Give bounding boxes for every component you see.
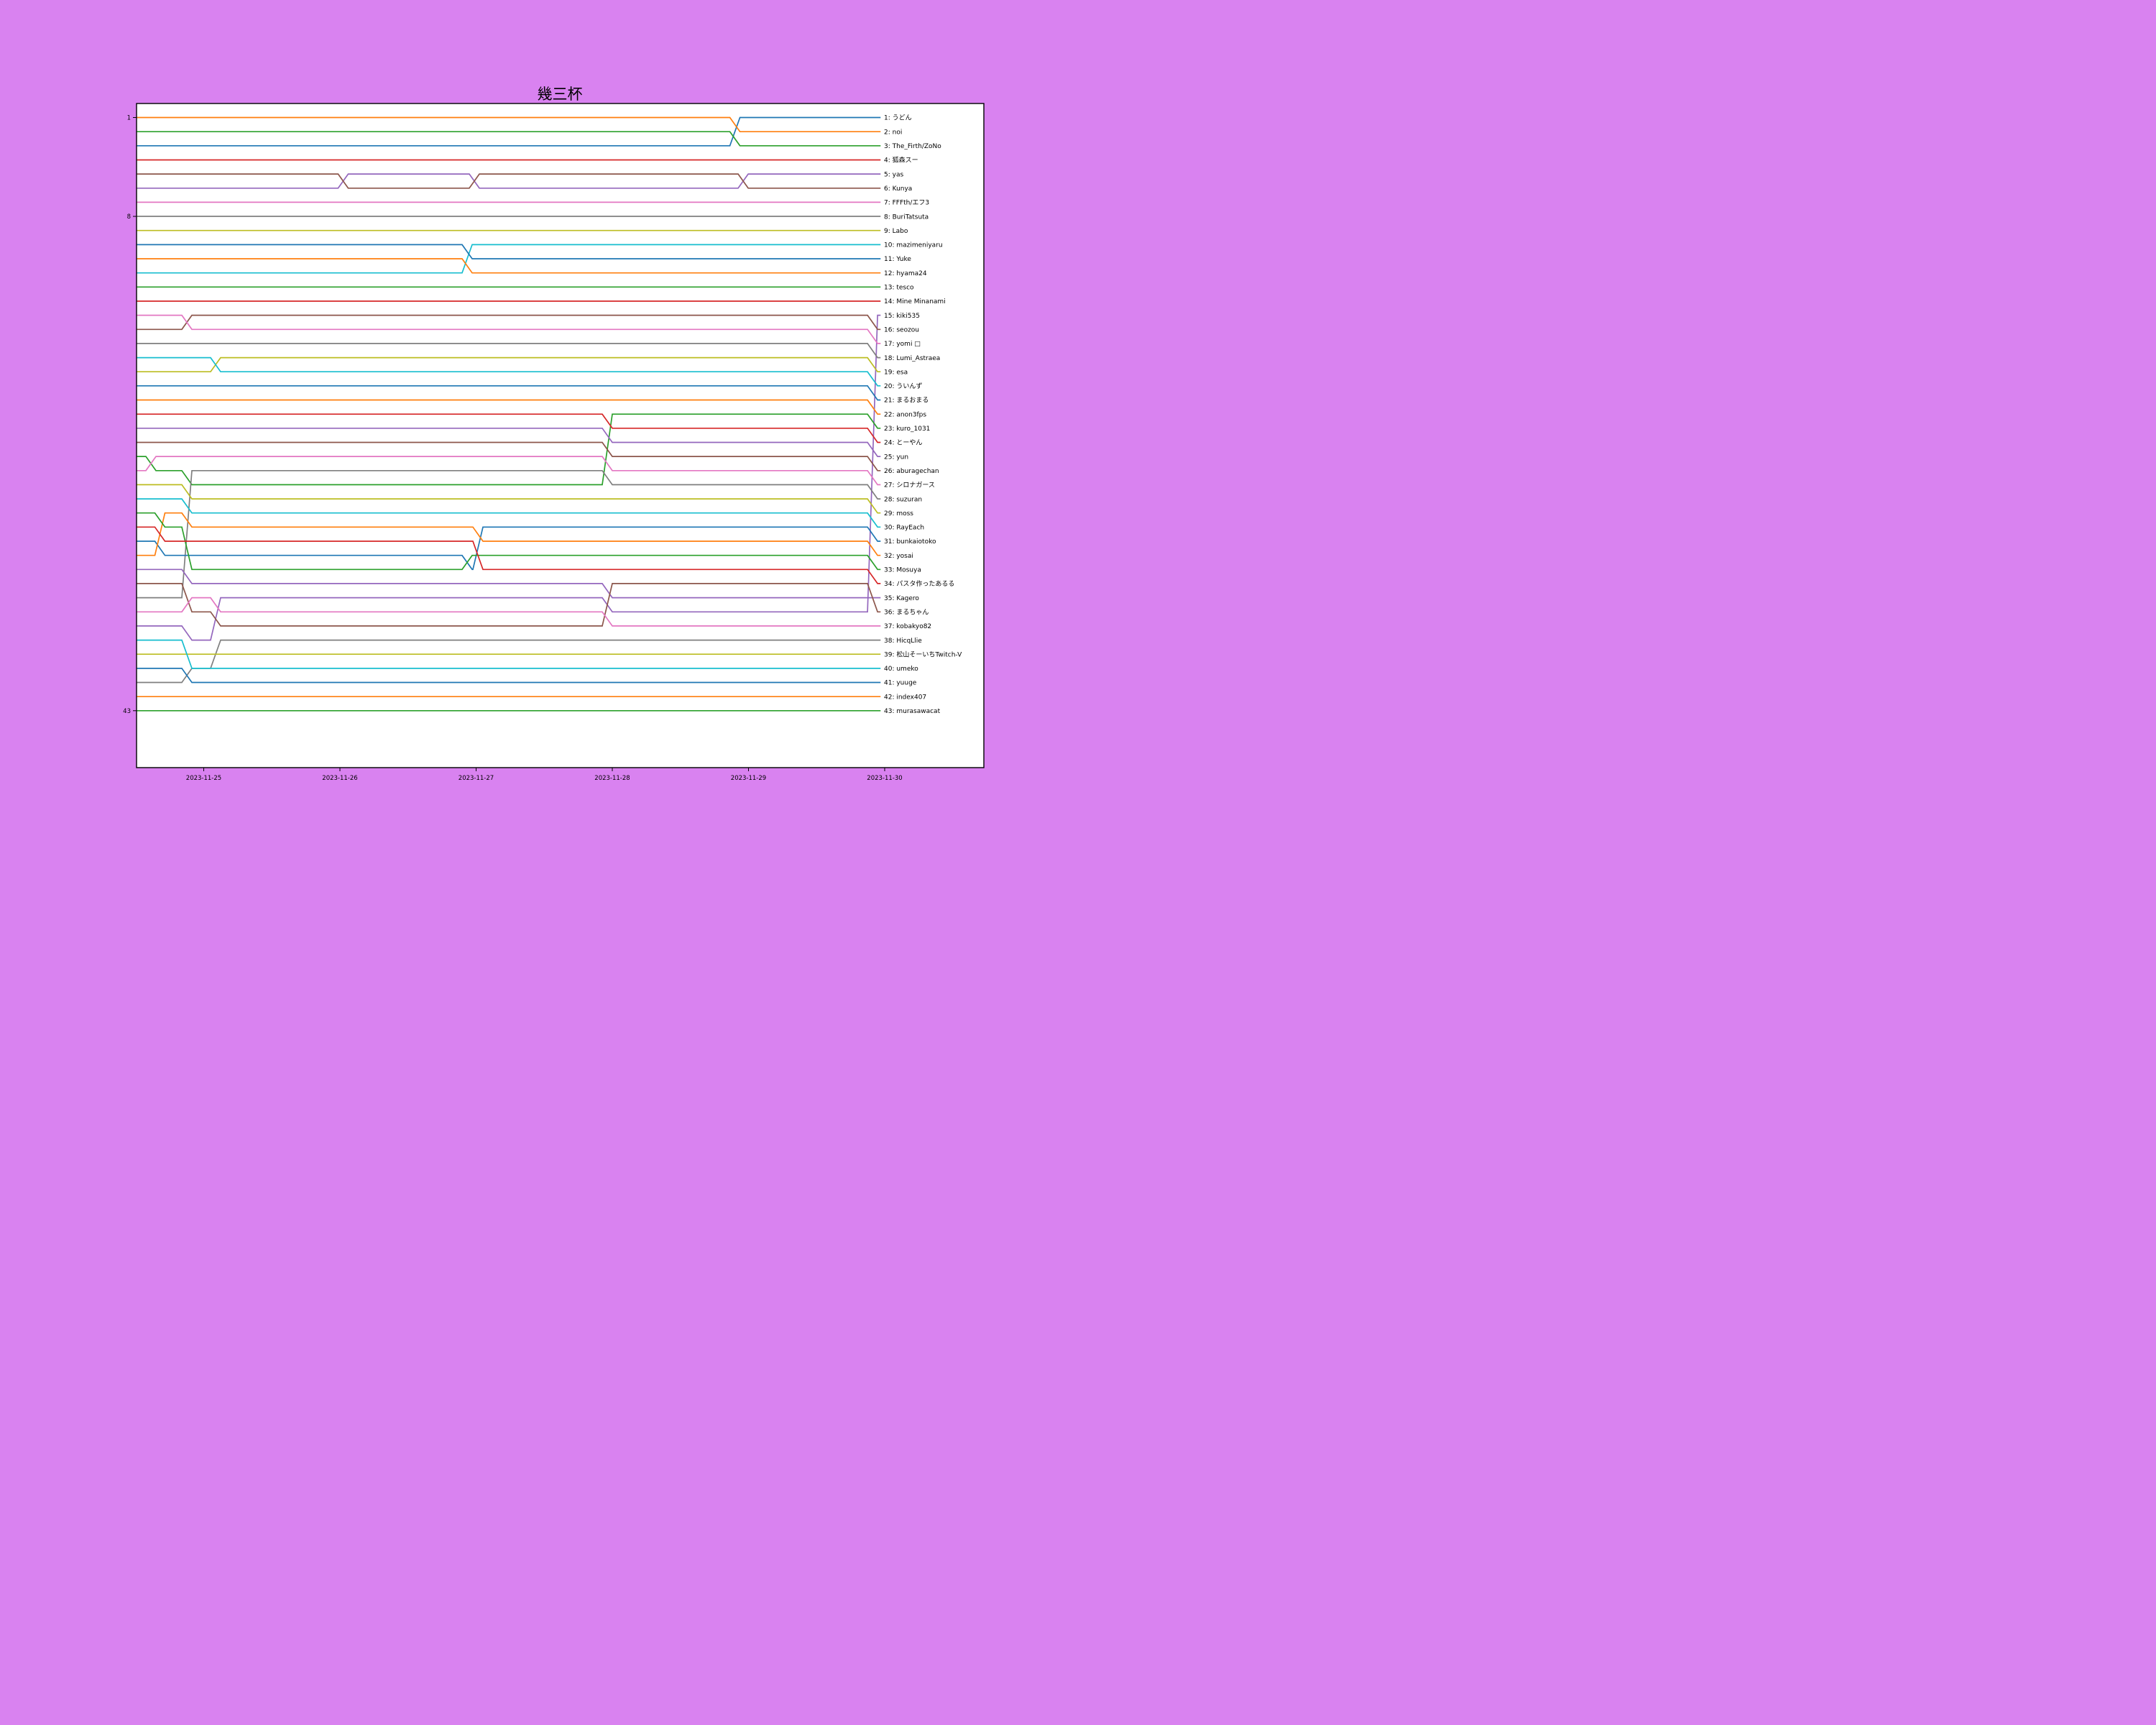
series-label: 6: Kunya [884, 185, 912, 193]
series-label: 41: yuuge [884, 680, 917, 687]
series-label: 9: Labo [884, 228, 908, 235]
series-line [137, 413, 881, 443]
series-line [137, 441, 881, 472]
plot-area [137, 104, 984, 768]
y-tick-label: 1 [127, 115, 131, 122]
series-label: 26: aburagechan [884, 468, 939, 475]
series-label: 20: ういんず [884, 382, 922, 390]
series-label: 40: umeko [884, 666, 918, 673]
series-label: 42: index407 [884, 694, 926, 701]
series-line [137, 356, 881, 373]
figure-background: 1: うどん 2: noi 3: The_Firth/ZoNo 4: 狐森スー 5: y… [0, 0, 1078, 862]
series-label: 36: まるちゃん [884, 608, 929, 616]
series-label: 25: yun [884, 454, 908, 461]
series-line [137, 469, 881, 599]
series-label: 32: yosai [884, 553, 913, 560]
series-line [137, 314, 881, 331]
series-line [137, 597, 881, 627]
series-label: 39: 松山そーいちTwitch-V [884, 650, 962, 658]
series-line [137, 385, 881, 401]
series-line [137, 427, 881, 457]
series-label: 2: noi [884, 129, 902, 136]
series-label: 29: moss [884, 510, 913, 518]
series-label: 34: パスタ作ったあるる [884, 579, 954, 588]
plot-frame [136, 103, 985, 768]
series-line [137, 244, 881, 274]
series-label: 12: hyama24 [884, 270, 927, 277]
series-line [137, 484, 881, 514]
series-line [137, 116, 881, 147]
series-label: 35: Kagero [884, 595, 919, 602]
series-line [137, 498, 881, 528]
series-label: 15: kiki535 [884, 313, 920, 320]
series-line [137, 343, 881, 359]
x-tick-label: 2023-11-26 [322, 775, 357, 782]
series-label: 21: まるおまる [884, 397, 929, 405]
series-label: 14: Mine Minanami [884, 298, 946, 305]
series-line [137, 173, 881, 189]
series-label: 23: kuro_1031 [884, 426, 930, 433]
series-line [137, 639, 881, 669]
series-line [137, 399, 881, 415]
series-label: 37: kobakyo82 [884, 623, 931, 630]
x-tick-label: 2023-11-29 [731, 775, 766, 782]
x-tick-label: 2023-11-30 [867, 775, 902, 782]
series-line [137, 314, 881, 344]
series-label: 31: bunkaiotoko [884, 538, 936, 546]
chart-title: 幾三杯 [538, 86, 583, 103]
series-line [137, 456, 881, 486]
series-label: 24: とーやん [884, 439, 922, 447]
series-line [137, 569, 881, 599]
series-label: 38: HicqLlie [884, 638, 922, 645]
series-label: 19: esa [884, 369, 908, 376]
series-line [137, 258, 881, 274]
series-label: 10: mazimeniyaru [884, 242, 943, 249]
series-line [137, 244, 881, 259]
series-label: 28: suzuran [884, 496, 922, 503]
series-label: 22: anon3fps [884, 411, 926, 418]
series-line [137, 526, 881, 571]
series-line [137, 583, 881, 627]
series-label: 5: yas [884, 171, 903, 178]
y-tick-label: 43 [123, 708, 131, 715]
series-line [137, 356, 881, 387]
series-label: 18: Lumi_Astraea [884, 355, 940, 362]
x-tick-label: 2023-11-28 [594, 775, 630, 782]
x-tick-label: 2023-11-27 [459, 775, 494, 782]
series-label: 33: Mosuya [884, 567, 921, 574]
series-label: 3: The_Firth/ZoNo [884, 143, 941, 150]
bump-chart-svg: 1: うどん 2: noi 3: The_Firth/ZoNo 4: 狐森スー 5: y… [123, 86, 985, 782]
series-line [137, 668, 881, 684]
series-label: 1: うどん [884, 114, 912, 122]
series-label: 27: シロナガース [884, 482, 935, 489]
series-label: 43: murasawacat [884, 708, 941, 715]
series-label: 16: seozou [884, 326, 919, 334]
series-label: 17: yomi □ [884, 341, 921, 348]
series-line [137, 526, 881, 584]
series-label: 13: tesco [884, 285, 914, 292]
series-label: 7: FFFth/エフ3 [884, 200, 929, 207]
series-line [137, 131, 881, 147]
series-line [137, 512, 881, 571]
series-label: 11: Yuke [884, 256, 911, 263]
y-tick-label: 8 [127, 213, 131, 221]
series-label: 4: 狐森スー [884, 156, 918, 165]
series-label: 8: BuriTatsuta [884, 213, 929, 221]
series-label: 30: RayEach [884, 525, 924, 532]
series-line [137, 116, 881, 133]
x-tick-label: 2023-11-25 [186, 775, 221, 782]
